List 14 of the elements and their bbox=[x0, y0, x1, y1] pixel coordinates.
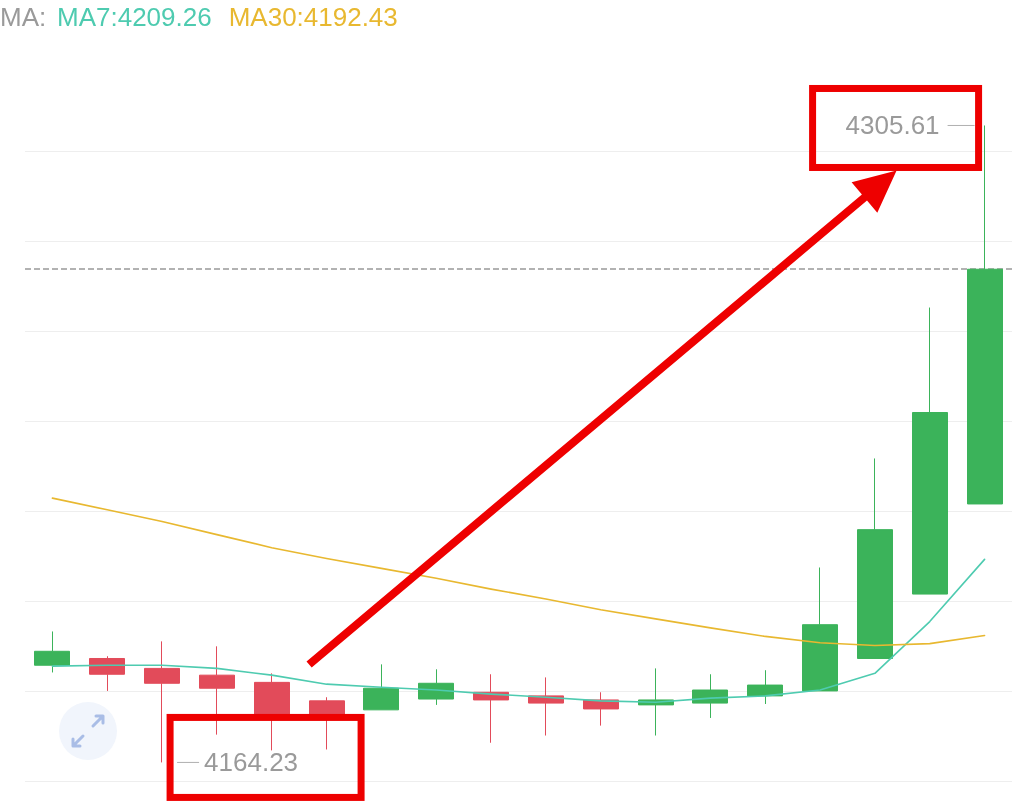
annotation: 4305.61 bbox=[845, 110, 940, 141]
annotation: 4164.23 bbox=[204, 747, 299, 778]
candlestick bbox=[418, 668, 454, 706]
candlestick bbox=[747, 669, 783, 705]
chart-title: MA: bbox=[0, 2, 47, 32]
candlestick bbox=[363, 663, 399, 711]
text: MA30:4192.43 bbox=[228, 2, 398, 32]
text: MA7:4209.26 bbox=[57, 2, 212, 32]
candlestick bbox=[89, 655, 125, 692]
candlestick bbox=[857, 457, 893, 659]
candlestick bbox=[34, 630, 70, 673]
candlestick bbox=[912, 307, 948, 595]
candlestick bbox=[802, 566, 838, 692]
candlestick bbox=[199, 645, 235, 736]
